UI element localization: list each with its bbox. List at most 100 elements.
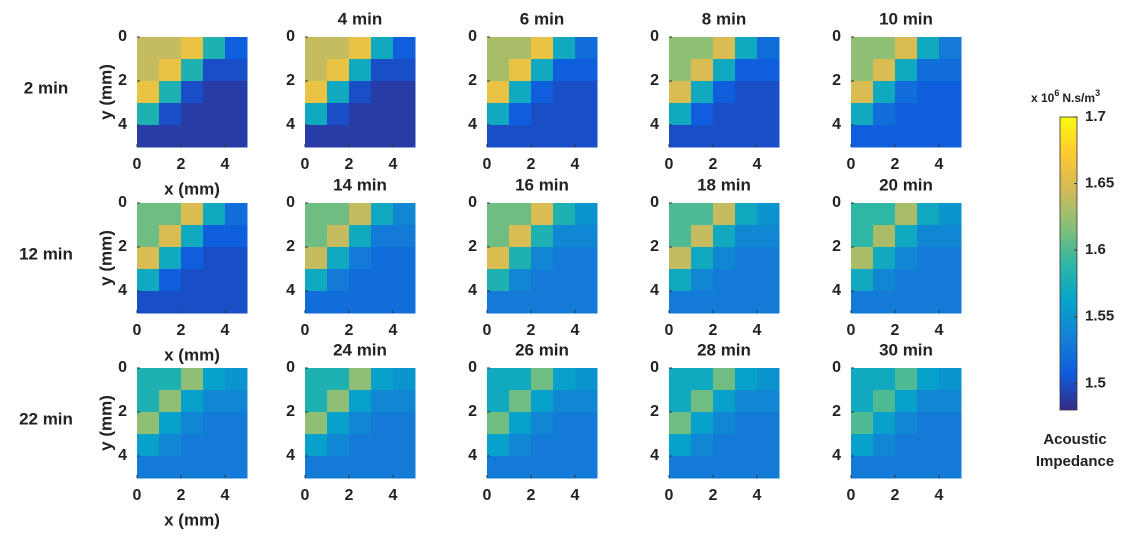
heatmap-cell xyxy=(371,269,394,292)
heatmap-cell xyxy=(327,456,350,479)
heatmap-cell xyxy=(851,203,874,226)
heatmap-cell xyxy=(553,291,576,314)
heatmap-cell xyxy=(575,225,598,248)
heatmap-cell xyxy=(509,203,532,226)
heatmap-cell xyxy=(509,247,532,270)
heatmap-cell xyxy=(691,412,714,435)
heatmap-cell xyxy=(669,37,692,60)
heatmap-cell xyxy=(917,81,940,104)
heatmap-cell xyxy=(553,412,576,435)
heatmap-cell xyxy=(225,59,248,82)
heatmap-cell xyxy=(873,103,896,126)
heatmap-cell xyxy=(327,203,350,226)
x-tick-label: 2 xyxy=(891,156,900,173)
heatmap-cell xyxy=(371,59,394,82)
heatmap-cell xyxy=(669,125,692,148)
x-tick-label: 4 xyxy=(389,487,398,504)
colorbar-label: Impedance xyxy=(1036,453,1114,470)
heatmap-cell xyxy=(393,434,416,457)
heatmap-cell xyxy=(531,390,554,413)
heatmap-cell xyxy=(393,269,416,292)
heatmap-cell xyxy=(873,456,896,479)
heatmap-cell xyxy=(939,368,962,391)
heatmap-cell xyxy=(181,412,204,435)
x-tick-label: 0 xyxy=(665,322,674,339)
y-tick-label: 0 xyxy=(468,359,477,376)
heatmap-cell xyxy=(895,291,918,314)
heatmap-cell xyxy=(669,368,692,391)
heatmap-cell xyxy=(669,59,692,82)
heatmap-cell xyxy=(873,390,896,413)
heatmap-cell xyxy=(159,390,182,413)
y-tick-label: 0 xyxy=(832,28,841,45)
x-tick-label: 4 xyxy=(753,156,762,173)
panel-title: 18 min xyxy=(697,175,751,194)
x-tick-label: 4 xyxy=(389,322,398,339)
heatmap-cell xyxy=(851,412,874,435)
heatmap-cell xyxy=(553,203,576,226)
heatmap-cell xyxy=(939,125,962,148)
x-tick-label: 2 xyxy=(177,322,186,339)
heatmap-cell xyxy=(487,103,510,126)
heatmap-cell xyxy=(225,37,248,60)
heatmap-cell xyxy=(487,390,510,413)
heatmap-cell xyxy=(509,412,532,435)
heatmap-cell xyxy=(225,225,248,248)
y-tick-label: 4 xyxy=(286,116,295,133)
heatmap-cell xyxy=(895,456,918,479)
heatmap-cell xyxy=(851,456,874,479)
heatmap-cell xyxy=(553,103,576,126)
heatmap-cell xyxy=(137,225,160,248)
heatmap-cell xyxy=(757,368,780,391)
y-tick-label: 2 xyxy=(832,403,841,420)
y-tick-label: 0 xyxy=(118,194,127,211)
heatmap-cell xyxy=(371,81,394,104)
panel-title: 14 min xyxy=(333,175,387,194)
heatmap-cell xyxy=(181,456,204,479)
panel-title: 4 min xyxy=(338,9,382,28)
heatmap-cell xyxy=(851,269,874,292)
heatmap-cell xyxy=(487,125,510,148)
heatmap-cell xyxy=(305,37,328,60)
heatmap-cell xyxy=(327,59,350,82)
y-tick-label: 2 xyxy=(832,238,841,255)
heatmap-cell xyxy=(349,412,372,435)
heatmap-cell xyxy=(669,247,692,270)
heatmap-cell xyxy=(713,456,736,479)
heatmap-cell xyxy=(349,103,372,126)
colorbar-tick-label: 1.6 xyxy=(1085,241,1106,258)
heatmap-cell xyxy=(509,269,532,292)
heatmap-cell xyxy=(181,59,204,82)
heatmap-cell xyxy=(371,103,394,126)
heatmap-cell xyxy=(137,368,160,391)
heatmap-cell xyxy=(305,81,328,104)
heatmap-cell xyxy=(393,59,416,82)
colorbar-unit-part: 3 xyxy=(1095,88,1100,98)
x-tick-label: 0 xyxy=(847,487,856,504)
heatmap-cell xyxy=(713,412,736,435)
heatmap-cell xyxy=(305,103,328,126)
heatmap-cell xyxy=(917,412,940,435)
heatmap-cell xyxy=(691,103,714,126)
heatmap-cell xyxy=(159,81,182,104)
x-tick-label: 0 xyxy=(301,322,310,339)
heatmap-cell xyxy=(137,434,160,457)
heatmap-cell xyxy=(917,434,940,457)
heatmap-cell xyxy=(305,368,328,391)
x-tick-label: 2 xyxy=(709,487,718,504)
heatmap-cell xyxy=(393,247,416,270)
y-axis-label: y (mm) xyxy=(96,64,115,120)
heatmap-cell xyxy=(939,269,962,292)
heatmap-cell xyxy=(509,59,532,82)
x-tick-label: 0 xyxy=(133,322,142,339)
heatmap-cell xyxy=(757,456,780,479)
heatmap-cell xyxy=(225,291,248,314)
heatmap-cell xyxy=(757,225,780,248)
heatmap-cell xyxy=(757,59,780,82)
heatmap-cell xyxy=(531,37,554,60)
heatmap-cell xyxy=(531,59,554,82)
heatmap-cell xyxy=(873,247,896,270)
heatmap-cell xyxy=(917,203,940,226)
heatmap-cell xyxy=(917,456,940,479)
